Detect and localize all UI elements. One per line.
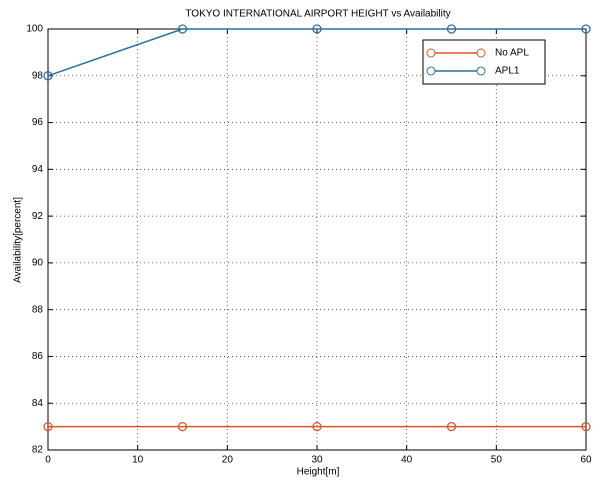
y-tick-label: 88 (32, 304, 44, 315)
point-marker (177, 421, 188, 432)
legend-marker (476, 48, 486, 58)
legend-label: No APL (495, 48, 529, 59)
y-tick-label: 82 (32, 445, 44, 456)
y-tick-label: 96 (32, 117, 44, 128)
legend-label: APL1 (495, 66, 520, 77)
y-tick-label: 100 (26, 24, 43, 35)
point-marker (312, 24, 322, 34)
point-marker (581, 24, 591, 34)
point-marker (43, 71, 53, 81)
y-tick-label: 92 (32, 211, 44, 222)
point-marker (177, 24, 188, 34)
x-tick-label: 60 (580, 455, 592, 466)
point-marker (43, 421, 53, 432)
point-marker (446, 24, 457, 34)
x-axis-label: Height[m] (297, 467, 340, 478)
point-marker (312, 421, 322, 432)
x-tick-label: 40 (401, 455, 413, 466)
y-tick-label: 94 (32, 164, 44, 175)
series-line (47, 28, 586, 77)
x-tick-label: 50 (491, 455, 503, 466)
y-axis-label: Availability[percent] (13, 197, 24, 283)
y-tick-label: 90 (32, 258, 44, 269)
legend-marker (476, 66, 486, 76)
x-tick-label: 10 (132, 455, 144, 466)
legend-marker (426, 66, 436, 76)
x-tick-label: 30 (311, 455, 323, 466)
x-tick-label: 0 (45, 455, 51, 466)
legend-marker (426, 48, 436, 58)
chart-title: TOKYO INTERNATIONAL AIRPORT HEIGHT vs Av… (185, 9, 450, 20)
x-tick-label: 20 (222, 455, 234, 466)
y-tick-label: 86 (32, 351, 44, 362)
legend-box (422, 39, 546, 85)
point-marker (446, 421, 457, 432)
y-tick-label: 98 (32, 70, 44, 81)
point-marker (581, 421, 591, 432)
y-tick-label: 84 (32, 398, 44, 409)
